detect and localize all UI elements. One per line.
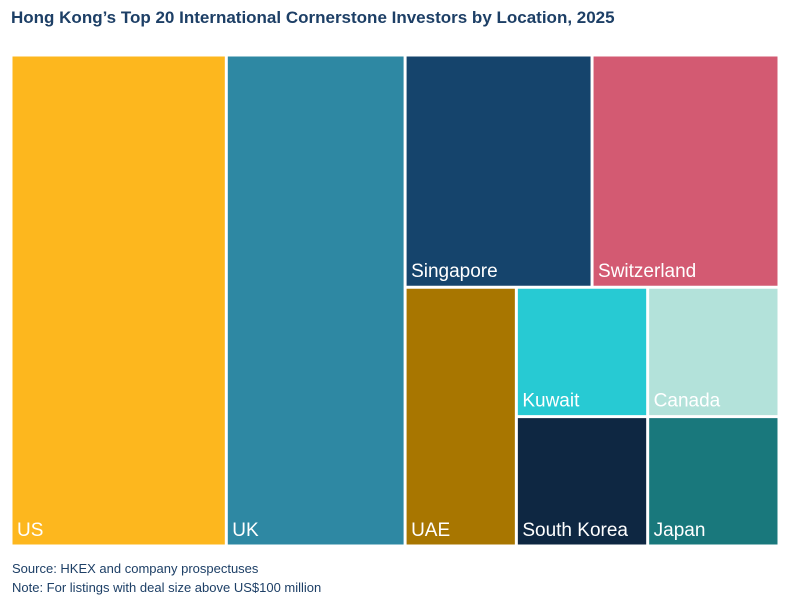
tile-kuwait	[517, 288, 647, 416]
tile-label-canada: Canada	[654, 391, 721, 412]
tile-us	[12, 56, 225, 545]
tile-label-uk: UK	[232, 520, 259, 541]
tile-label-uae: UAE	[411, 520, 450, 541]
tile-uae	[406, 288, 515, 545]
tile-label-singapore: Singapore	[411, 261, 498, 282]
tile-label-us: US	[17, 520, 43, 541]
chart-title: Hong Kong’s Top 20 International Corners…	[11, 8, 615, 27]
source-note: Source: HKEX and company prospectuses	[12, 561, 259, 576]
tile-switzerland	[593, 56, 778, 286]
tile-label-kuwait: Kuwait	[522, 391, 580, 412]
tile-label-japan: Japan	[654, 520, 706, 541]
footnote: Note: For listings with deal size above …	[12, 580, 322, 595]
tile-south-korea	[517, 418, 647, 545]
tile-uk	[227, 56, 404, 545]
tile-label-switzerland: Switzerland	[598, 261, 696, 282]
tile-label-south-korea: South Korea	[522, 520, 628, 541]
tile-canada	[649, 288, 778, 416]
tile-singapore	[406, 56, 591, 286]
tile-japan	[649, 418, 778, 545]
